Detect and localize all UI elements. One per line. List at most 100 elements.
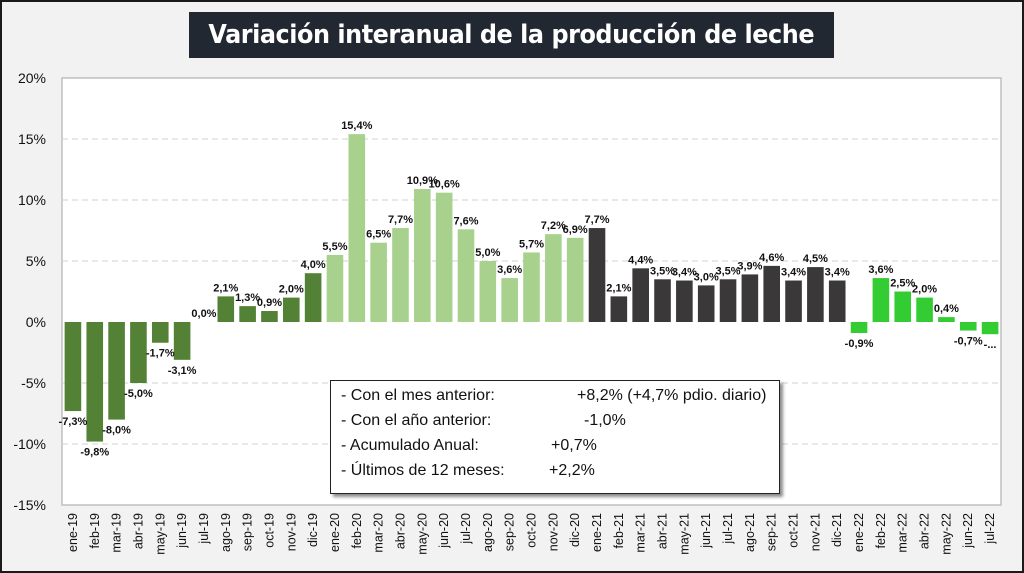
data-label: 7,6% [453, 215, 478, 227]
summary-value: +0,7% [551, 437, 597, 454]
bar [239, 306, 256, 322]
data-label: 15,4% [341, 120, 372, 132]
data-label: 2,1% [606, 282, 631, 294]
x-tick-label: jul-19 [197, 513, 211, 545]
bar [130, 322, 147, 383]
x-tick-label: mar-20 [372, 513, 386, 553]
summary-value: +8,2% (+4,7% pdio. diario) [577, 387, 767, 404]
data-labels: -7,3%-9,8%-8,0%-5,0%-1,7%-3,1%0,0%2,1%1,… [59, 120, 997, 458]
bar [828, 280, 846, 322]
data-label: 3,5% [650, 265, 675, 277]
x-tick-label: nov-21 [808, 513, 822, 551]
gridlines [62, 138, 1001, 445]
x-tick-label: abr-20 [393, 513, 407, 549]
data-label: 2,5% [890, 278, 915, 290]
x-tick-label: may-22 [939, 513, 953, 555]
data-label: 3,4% [781, 267, 806, 279]
y-tick-label: -10% [13, 436, 46, 452]
data-label: 6,5% [366, 229, 391, 241]
x-tick-label: jul-21 [721, 513, 735, 545]
y-tick-label: 5% [26, 253, 46, 269]
summary-value: +2,2% [549, 462, 595, 479]
data-label: 5,0% [475, 247, 500, 259]
bar [64, 322, 82, 412]
x-tick-label: feb-22 [874, 513, 888, 548]
x-tick-label: nov-19 [284, 513, 298, 551]
x-tick-label: dic-20 [568, 513, 582, 547]
data-label: -1,7% [146, 348, 175, 360]
data-label: 10,9% [407, 175, 438, 187]
y-tick-label: -5% [21, 375, 46, 391]
bar [501, 278, 518, 322]
x-tick-label: mar-19 [110, 513, 124, 553]
bar [282, 297, 300, 322]
bar [173, 322, 191, 360]
data-label: 2,0% [279, 284, 304, 296]
bar [414, 189, 431, 322]
x-tick-label: jul-20 [459, 513, 473, 545]
x-tick-label: abr-22 [918, 513, 932, 549]
data-label: 2,1% [213, 282, 238, 294]
summary-label: - Con el año anterior: [341, 412, 492, 429]
bar [938, 317, 955, 322]
x-tick-label: dic-19 [306, 513, 320, 547]
x-tick-label: feb-19 [88, 513, 102, 548]
x-tick-label: sep-19 [241, 513, 255, 551]
data-label: -3,1% [168, 365, 197, 377]
x-tick-label: nov-20 [546, 513, 560, 551]
x-tick-label: ago-21 [743, 513, 757, 552]
x-tick-label: dic-21 [830, 513, 844, 547]
data-label: 3,4% [672, 267, 697, 279]
x-tick-label: abr-19 [131, 513, 145, 549]
bar [654, 279, 671, 322]
data-label: 3,6% [497, 264, 522, 276]
bar [326, 254, 344, 322]
bar [545, 234, 562, 322]
bar [807, 267, 824, 322]
data-label: 6,9% [563, 224, 588, 236]
data-label: 3,6% [868, 264, 893, 276]
x-tick-label: ene-20 [328, 513, 342, 552]
data-label: 7,7% [584, 214, 609, 226]
bar [632, 268, 649, 322]
x-tick-label: jun-19 [175, 513, 189, 549]
data-label: -7,3% [59, 416, 88, 428]
bar [763, 265, 781, 322]
data-label: 0,9% [257, 297, 282, 309]
summary-value: -1,0% [584, 412, 626, 429]
data-label: 3,4% [825, 267, 850, 279]
data-label: 3,9% [737, 260, 762, 272]
x-tick-label: oct-20 [525, 513, 539, 548]
bar [151, 322, 169, 343]
bar [719, 279, 737, 322]
x-axis-ticks: ene-19 feb-19 mar-19 abr-19 may-19 jun-19 jul-… [66, 513, 997, 555]
data-label: -5,0% [124, 388, 153, 400]
x-tick-label: oct-21 [787, 513, 801, 548]
bar [348, 134, 366, 322]
data-label: 2,0% [912, 284, 937, 296]
bar [566, 237, 584, 322]
x-tick-label: feb-20 [350, 513, 364, 548]
data-label: 5,5% [322, 241, 347, 253]
bar [457, 229, 475, 322]
bar [741, 274, 759, 322]
x-tick-label: mar-22 [896, 513, 910, 553]
y-tick-label: 0% [26, 314, 46, 330]
data-label: 4,0% [301, 259, 326, 271]
chart-title-box: Variación interanual de la producción de… [189, 12, 834, 58]
bar [959, 322, 977, 331]
bar [872, 278, 890, 322]
x-tick-label: oct-19 [262, 513, 276, 548]
bar [217, 296, 235, 322]
y-tick-label: 20% [18, 70, 46, 86]
bar [697, 285, 715, 322]
data-label: 7,7% [388, 214, 413, 226]
data-label: 3,0% [694, 271, 719, 283]
bar [894, 291, 912, 322]
bar [392, 228, 409, 322]
data-label: 10,6% [429, 179, 460, 191]
bar [86, 322, 104, 442]
data-label: 1,3% [235, 292, 260, 304]
x-tick-label: feb-21 [612, 513, 626, 548]
data-label: 5,7% [519, 238, 544, 250]
